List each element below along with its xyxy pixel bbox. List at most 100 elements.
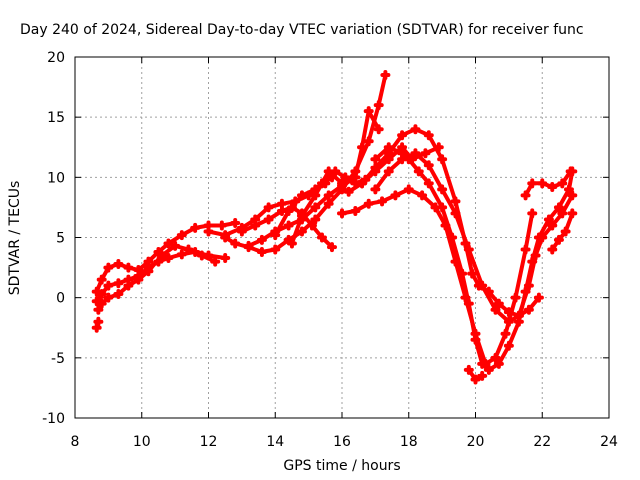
data-point [477,280,488,291]
x-tick-label: 8 [71,434,80,450]
data-point [467,268,478,279]
data-point [547,220,558,231]
data-point [537,178,548,189]
series-track-4 [91,316,104,333]
data-point [156,250,167,261]
data-point [310,190,321,201]
y-tick-label: 5 [56,231,65,247]
data-point [397,130,408,141]
data-point [250,220,261,231]
data-point [450,256,461,267]
data-point [547,181,558,192]
data-point [423,160,434,171]
series-track-15 [337,184,538,369]
data-point [93,304,104,315]
data-point [527,208,538,219]
y-tick-label: 15 [47,110,65,126]
data-point [103,292,114,303]
data-point [543,214,554,225]
data-point [370,162,381,173]
data-point [383,142,394,153]
data-point [170,240,181,251]
data-point [283,220,294,231]
data-point [397,148,408,159]
data-point [470,328,481,339]
data-point [423,178,434,189]
data-point [403,154,414,165]
x-tick-label: 24 [600,434,618,450]
data-point [470,374,481,385]
data-point [96,274,107,285]
data-point [343,186,354,197]
data-point [520,286,531,297]
data-point [527,256,538,267]
data-point [450,208,461,219]
data-point [503,340,514,351]
data-point [547,244,558,255]
x-tick-label: 22 [533,434,551,450]
data-point [196,250,207,261]
data-point [306,220,317,231]
data-point [263,202,274,213]
x-tick-label: 12 [200,434,218,450]
data-point [520,244,531,255]
data-point [337,208,347,219]
data-point [490,352,501,363]
data-point [417,190,428,201]
data-point [176,230,187,241]
data-point [480,358,491,369]
y-tick-label: 10 [47,170,65,186]
data-point [560,226,571,237]
data-point [513,316,524,327]
series-track-10 [286,106,384,249]
data-point [377,196,388,207]
data-point [103,280,114,291]
data-point [567,208,578,219]
data-point [373,124,384,135]
series-track-17 [520,166,576,201]
chart-title: Day 240 of 2024, Sidereal Day-to-day VTE… [20,22,584,38]
data-point [437,154,448,165]
series-track-1 [91,218,241,297]
data-point [283,206,294,217]
data-point [296,190,307,201]
data-point [357,142,368,153]
data-point [323,190,334,201]
x-tick-label: 14 [266,434,284,450]
y-tick-label: -10 [42,411,65,427]
data-point [440,220,451,231]
data-point [143,266,154,277]
data-point [563,184,574,195]
data-point [357,178,368,189]
data-point [183,244,194,255]
data-point [286,238,297,249]
data-point [326,242,337,253]
series-layer [91,70,578,385]
data-point [256,246,267,257]
series-track-18 [547,208,578,255]
data-point [437,184,448,195]
data-point [410,148,421,159]
data-point [463,244,474,255]
y-tick-label: 20 [47,50,65,66]
data-point [383,166,394,177]
data-point [256,234,267,245]
data-point [403,184,414,195]
ticks: 8 10 12 14 16 18 20 22 24 -10 -5 0 5 10 15 20 [42,50,618,450]
data-point [390,190,401,201]
data-point [510,292,521,303]
data-point [113,289,124,300]
data-point [133,274,144,285]
data-point [477,370,488,381]
data-point [557,178,568,189]
data-point [220,232,231,243]
data-point [96,289,107,300]
data-point [363,198,374,209]
data-point [413,166,424,177]
series-track-9 [270,166,371,241]
y-axis-label: SDTVAR / TECUs [7,181,23,296]
data-point [263,214,274,225]
data-point [483,364,494,375]
data-point [410,124,421,135]
